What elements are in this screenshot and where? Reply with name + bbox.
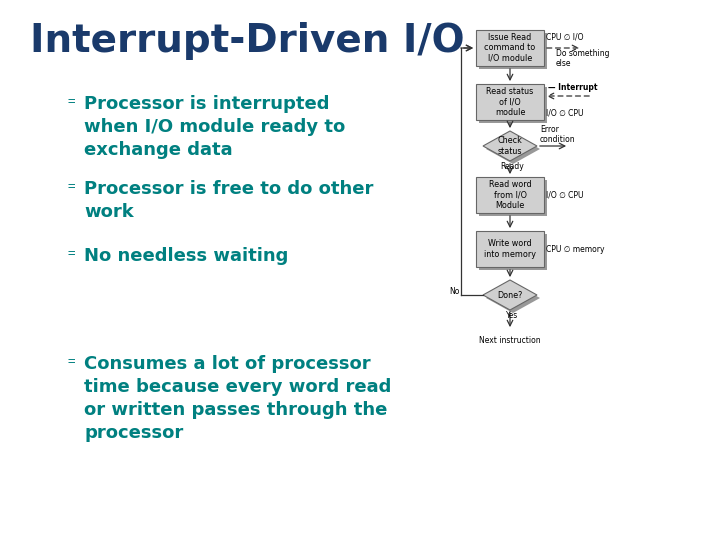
Polygon shape bbox=[483, 131, 537, 161]
Polygon shape bbox=[486, 134, 540, 164]
Text: I/O ∅ CPU: I/O ∅ CPU bbox=[546, 108, 583, 117]
Text: Interrupt-Driven I/O: Interrupt-Driven I/O bbox=[30, 22, 464, 60]
FancyBboxPatch shape bbox=[479, 180, 547, 216]
Text: CPU ∅ I/O: CPU ∅ I/O bbox=[546, 32, 583, 41]
Text: — Interrupt: — Interrupt bbox=[548, 83, 598, 92]
Text: Yes: Yes bbox=[506, 311, 518, 320]
Text: Done?: Done? bbox=[498, 291, 523, 300]
FancyBboxPatch shape bbox=[479, 87, 547, 123]
Text: =: = bbox=[68, 247, 76, 260]
Text: Consumes a lot of processor
time because every word read
or written passes throu: Consumes a lot of processor time because… bbox=[84, 355, 392, 442]
Text: No needless waiting: No needless waiting bbox=[84, 247, 289, 265]
Polygon shape bbox=[483, 280, 537, 310]
FancyBboxPatch shape bbox=[476, 231, 544, 267]
Text: Read status
of I/O
module: Read status of I/O module bbox=[487, 87, 534, 117]
Text: Write word
into memory: Write word into memory bbox=[484, 239, 536, 259]
Text: Issue Read
command to
I/O module: Issue Read command to I/O module bbox=[485, 33, 536, 63]
FancyBboxPatch shape bbox=[479, 234, 547, 270]
Text: =: = bbox=[68, 355, 76, 368]
Text: No: No bbox=[449, 287, 460, 296]
Text: Do something
else: Do something else bbox=[556, 49, 610, 69]
Text: Check
status: Check status bbox=[498, 136, 523, 156]
Text: CPU ∅ memory: CPU ∅ memory bbox=[546, 245, 605, 253]
Text: Error
condition: Error condition bbox=[540, 125, 575, 144]
Text: Next instruction: Next instruction bbox=[480, 336, 541, 345]
FancyBboxPatch shape bbox=[476, 84, 544, 120]
Text: Processor is interrupted
when I/O module ready to
exchange data: Processor is interrupted when I/O module… bbox=[84, 95, 346, 159]
FancyBboxPatch shape bbox=[479, 33, 547, 69]
FancyBboxPatch shape bbox=[476, 30, 544, 66]
Text: =: = bbox=[68, 180, 76, 193]
Text: =: = bbox=[68, 95, 76, 108]
Text: Processor is free to do other
work: Processor is free to do other work bbox=[84, 180, 374, 221]
Text: Ready: Ready bbox=[500, 162, 524, 171]
Text: Read word
from I/O
Module: Read word from I/O Module bbox=[489, 180, 531, 210]
Polygon shape bbox=[486, 283, 540, 313]
FancyBboxPatch shape bbox=[476, 177, 544, 213]
Text: I/O ∅ CPU: I/O ∅ CPU bbox=[546, 191, 583, 199]
